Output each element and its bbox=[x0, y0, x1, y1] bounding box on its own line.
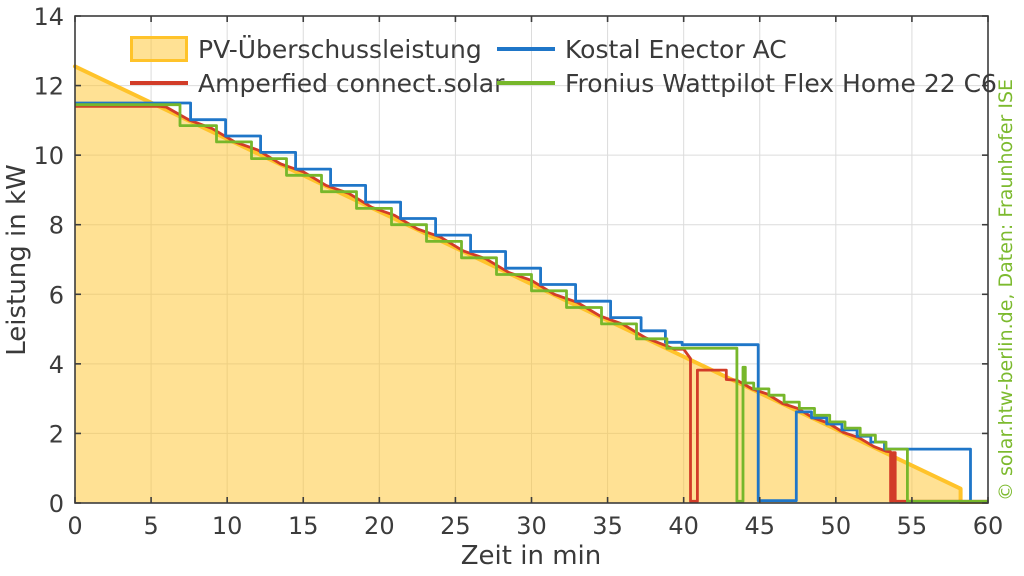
legend-label-pv-surplus: PV-Überschussleistung bbox=[198, 34, 482, 64]
legend-label-fronius: Fronius Wattpilot Flex Home 22 C6 bbox=[565, 68, 997, 98]
watermark-credit: © solar.htw-berlin.de, Daten: Fraunhofer… bbox=[995, 78, 1017, 502]
legend-item-pv-surplus: PV-Überschussleistung bbox=[130, 34, 482, 64]
legend-label-kostal: Kostal Enector AC bbox=[565, 34, 787, 64]
x-tick-label: 45 bbox=[744, 512, 775, 540]
y-tick-label: 6 bbox=[49, 281, 64, 309]
x-tick-label: 35 bbox=[592, 512, 623, 540]
y-tick-label: 4 bbox=[49, 351, 64, 379]
x-tick-label: 10 bbox=[212, 512, 243, 540]
legend-label-amperfied: Amperfied connect.solar bbox=[198, 68, 505, 98]
x-tick-label: 20 bbox=[364, 512, 395, 540]
y-tick-label: 14 bbox=[33, 3, 64, 31]
x-tick-label: 25 bbox=[440, 512, 471, 540]
y-tick-label: 0 bbox=[49, 490, 64, 518]
fronius-line bbox=[75, 103, 988, 503]
x-tick-label: 55 bbox=[897, 512, 928, 540]
x-tick-label: 30 bbox=[516, 512, 547, 540]
kostal-line-swatch bbox=[497, 47, 555, 51]
amperfied-line-swatch bbox=[130, 81, 188, 85]
y-tick-label: 8 bbox=[49, 212, 64, 240]
x-axis-label: Zeit in min bbox=[460, 541, 602, 571]
fronius-line-swatch bbox=[497, 81, 555, 85]
y-tick-label: 2 bbox=[49, 420, 64, 448]
x-tick-label: 40 bbox=[668, 512, 699, 540]
legend-item-amperfied: Amperfied connect.solar bbox=[130, 68, 504, 98]
tick-marks bbox=[74, 15, 989, 504]
x-tick-label: 50 bbox=[821, 512, 852, 540]
x-tick-label: 5 bbox=[143, 512, 158, 540]
x-tick-label: 15 bbox=[288, 512, 319, 540]
legend-item-kostal: Kostal Enector AC bbox=[497, 34, 787, 64]
pv-area-swatch bbox=[130, 36, 188, 62]
y-tick-label: 12 bbox=[33, 73, 64, 101]
x-tick-label: 60 bbox=[973, 512, 1004, 540]
kostal-line bbox=[75, 101, 988, 504]
y-axis-label: Leistung in kW bbox=[2, 164, 32, 356]
y-tick-label: 10 bbox=[33, 142, 64, 170]
x-tick-label: 0 bbox=[67, 512, 82, 540]
legend-item-fronius: Fronius Wattpilot Flex Home 22 C6 bbox=[497, 68, 997, 98]
